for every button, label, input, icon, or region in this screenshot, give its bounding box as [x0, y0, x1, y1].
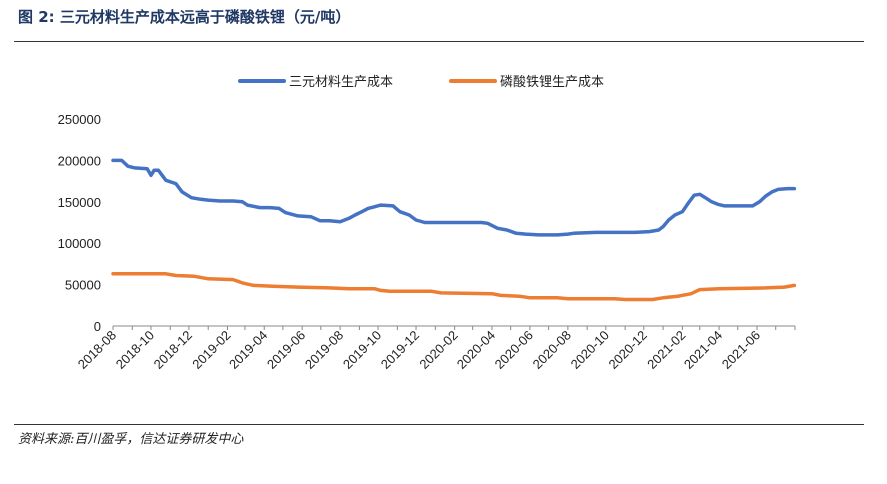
x-axis: 2018-082018-102018-122019-022019-042019-…	[75, 325, 796, 372]
legend-label-2: 磷酸铁锂生产成本	[500, 75, 604, 90]
figure-title: 图 2: 三元材料生产成本远高于磷酸铁锂（元/吨）	[18, 8, 351, 26]
x-tick-label: 2020-06	[492, 328, 536, 372]
y-axis: 0 50000 100000 150000 200000 250000	[58, 112, 101, 334]
x-tick-label: 2021-02	[644, 328, 688, 372]
chart-legend: 三元材料生产成本 磷酸铁锂生产成本	[238, 75, 604, 90]
x-tick-label: 2021-06	[719, 328, 763, 372]
y-tick-label: 150000	[58, 195, 101, 210]
x-tick-label: 2019-10	[340, 328, 384, 372]
x-tick-label: 2020-04	[454, 328, 498, 372]
series-line-2	[111, 272, 797, 302]
series-line-1	[111, 158, 797, 237]
x-tick-label: 2018-08	[75, 328, 119, 372]
series-group	[111, 158, 797, 302]
x-tick-label: 2018-12	[151, 328, 195, 372]
x-tick-label: 2018-10	[113, 328, 157, 372]
y-tick-label: 250000	[58, 112, 101, 127]
y-tick-label: 200000	[58, 153, 101, 168]
top-rule	[14, 41, 864, 42]
x-tick-label: 2019-12	[378, 328, 422, 372]
x-tick-label: 2019-04	[226, 328, 270, 372]
bottom-rule	[14, 424, 864, 425]
x-tick-label: 2020-10	[568, 328, 612, 372]
x-tick-label: 2019-08	[302, 328, 346, 372]
x-tick-label: 2021-04	[681, 328, 725, 372]
y-tick-label: 50000	[65, 278, 101, 293]
x-tick-label: 2019-06	[264, 328, 308, 372]
y-tick-label: 0	[94, 319, 101, 334]
source-note: 资料来源:百川盈孚，信达证券研发中心	[18, 432, 244, 447]
x-tick-label: 2020-08	[530, 328, 574, 372]
y-tick-label: 100000	[58, 236, 101, 251]
x-tick-label: 2020-12	[606, 328, 650, 372]
x-tick-label: 2020-02	[416, 328, 460, 372]
legend-label-1: 三元材料生产成本	[289, 75, 393, 90]
x-tick-label: 2019-02	[189, 328, 233, 372]
